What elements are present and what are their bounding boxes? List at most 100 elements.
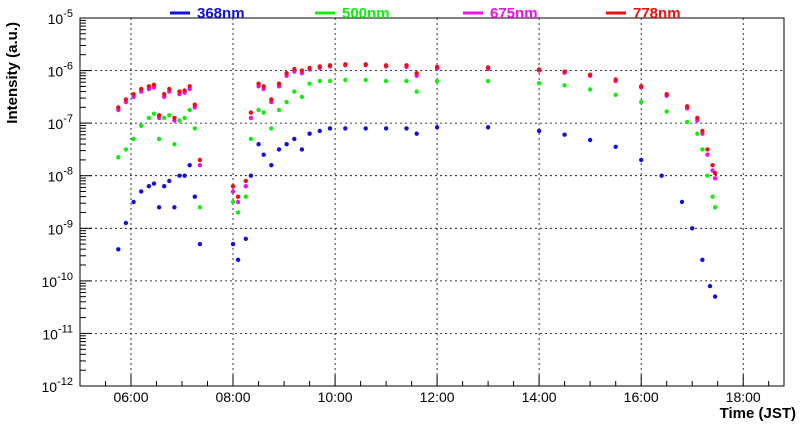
data-point [187, 84, 192, 89]
legend-label: 368nm [197, 5, 245, 22]
data-point [167, 113, 172, 118]
data-point [151, 181, 157, 186]
data-point [705, 173, 710, 178]
data-point [162, 115, 167, 121]
data-point [248, 173, 254, 178]
data-point [139, 189, 144, 194]
data-point [695, 115, 700, 121]
data-point [664, 92, 669, 97]
data-point [613, 92, 618, 98]
data-point [177, 118, 182, 123]
data-point [256, 142, 261, 147]
data-point [639, 157, 644, 163]
series-layer [116, 62, 718, 299]
data-point [434, 64, 440, 70]
data-point [187, 107, 192, 113]
y-tick-label: 10-11 [42, 323, 73, 342]
y-axis-title: Intensity (a.u.) [4, 22, 21, 124]
data-point [707, 283, 713, 289]
data-point [343, 62, 348, 67]
data-point [192, 126, 197, 131]
data-point [485, 78, 491, 84]
data-point [299, 94, 305, 100]
data-point [276, 81, 282, 86]
data-point [299, 68, 305, 73]
data-point [327, 78, 333, 84]
data-point [235, 194, 241, 199]
data-point [235, 210, 241, 215]
data-point [639, 84, 644, 89]
data-point [404, 63, 409, 68]
data-point [307, 131, 312, 136]
data-point [284, 99, 289, 105]
data-point [659, 173, 664, 178]
data-point [269, 163, 274, 168]
data-point [248, 115, 254, 121]
data-point [710, 194, 715, 199]
data-point [684, 104, 690, 109]
data-point [261, 152, 266, 157]
data-point [172, 115, 177, 121]
data-point [317, 78, 322, 84]
series-500nm [116, 77, 718, 215]
data-point [712, 205, 718, 210]
data-point [123, 220, 129, 226]
data-point [404, 126, 409, 131]
x-tick-label: 06:00 [113, 389, 148, 405]
data-point [363, 62, 368, 67]
data-point [197, 163, 203, 168]
x-tick-label: 14:00 [522, 389, 557, 405]
data-point [131, 199, 136, 205]
data-point [230, 241, 236, 247]
data-point [151, 82, 157, 88]
data-point [327, 63, 333, 68]
data-point [269, 97, 274, 102]
data-point [299, 147, 305, 152]
data-point [562, 69, 567, 74]
data-point [414, 131, 419, 136]
data-point [248, 110, 254, 115]
data-point [146, 184, 152, 189]
data-point [230, 199, 236, 205]
data-point [705, 147, 710, 152]
data-point [700, 257, 705, 262]
legend-label: 500nm [342, 5, 390, 22]
data-point [317, 128, 322, 134]
y-tick-label: 10-8 [48, 166, 73, 185]
data-point [131, 92, 136, 97]
data-point [712, 294, 718, 299]
x-tick-label: 08:00 [215, 389, 250, 405]
series-368nm [116, 125, 718, 299]
data-point [177, 173, 182, 178]
data-point [562, 83, 567, 88]
data-point [664, 109, 669, 114]
data-point [235, 257, 241, 262]
data-point [679, 199, 685, 205]
data-point [307, 65, 312, 71]
data-point [261, 110, 266, 115]
x-tick-label: 10:00 [318, 389, 353, 405]
data-point [243, 236, 248, 241]
data-point [276, 147, 282, 152]
data-point [434, 78, 440, 84]
legend-label: 778nm [633, 5, 681, 22]
data-point [151, 111, 157, 116]
data-point [156, 205, 162, 210]
data-point [307, 81, 312, 86]
data-point [146, 115, 152, 121]
data-point [587, 137, 593, 143]
data-point [177, 89, 182, 94]
ticks [79, 17, 770, 387]
data-point [243, 178, 248, 184]
data-point [485, 65, 491, 70]
data-point [414, 71, 419, 76]
data-point [536, 81, 542, 86]
data-point [197, 157, 203, 163]
x-tick-label: 16:00 [624, 389, 659, 405]
series-778nm [116, 62, 718, 199]
data-point [327, 126, 333, 131]
data-point [116, 247, 121, 252]
data-point [695, 131, 700, 136]
data-point [700, 147, 705, 152]
y-tick-label: 10-7 [48, 113, 73, 132]
